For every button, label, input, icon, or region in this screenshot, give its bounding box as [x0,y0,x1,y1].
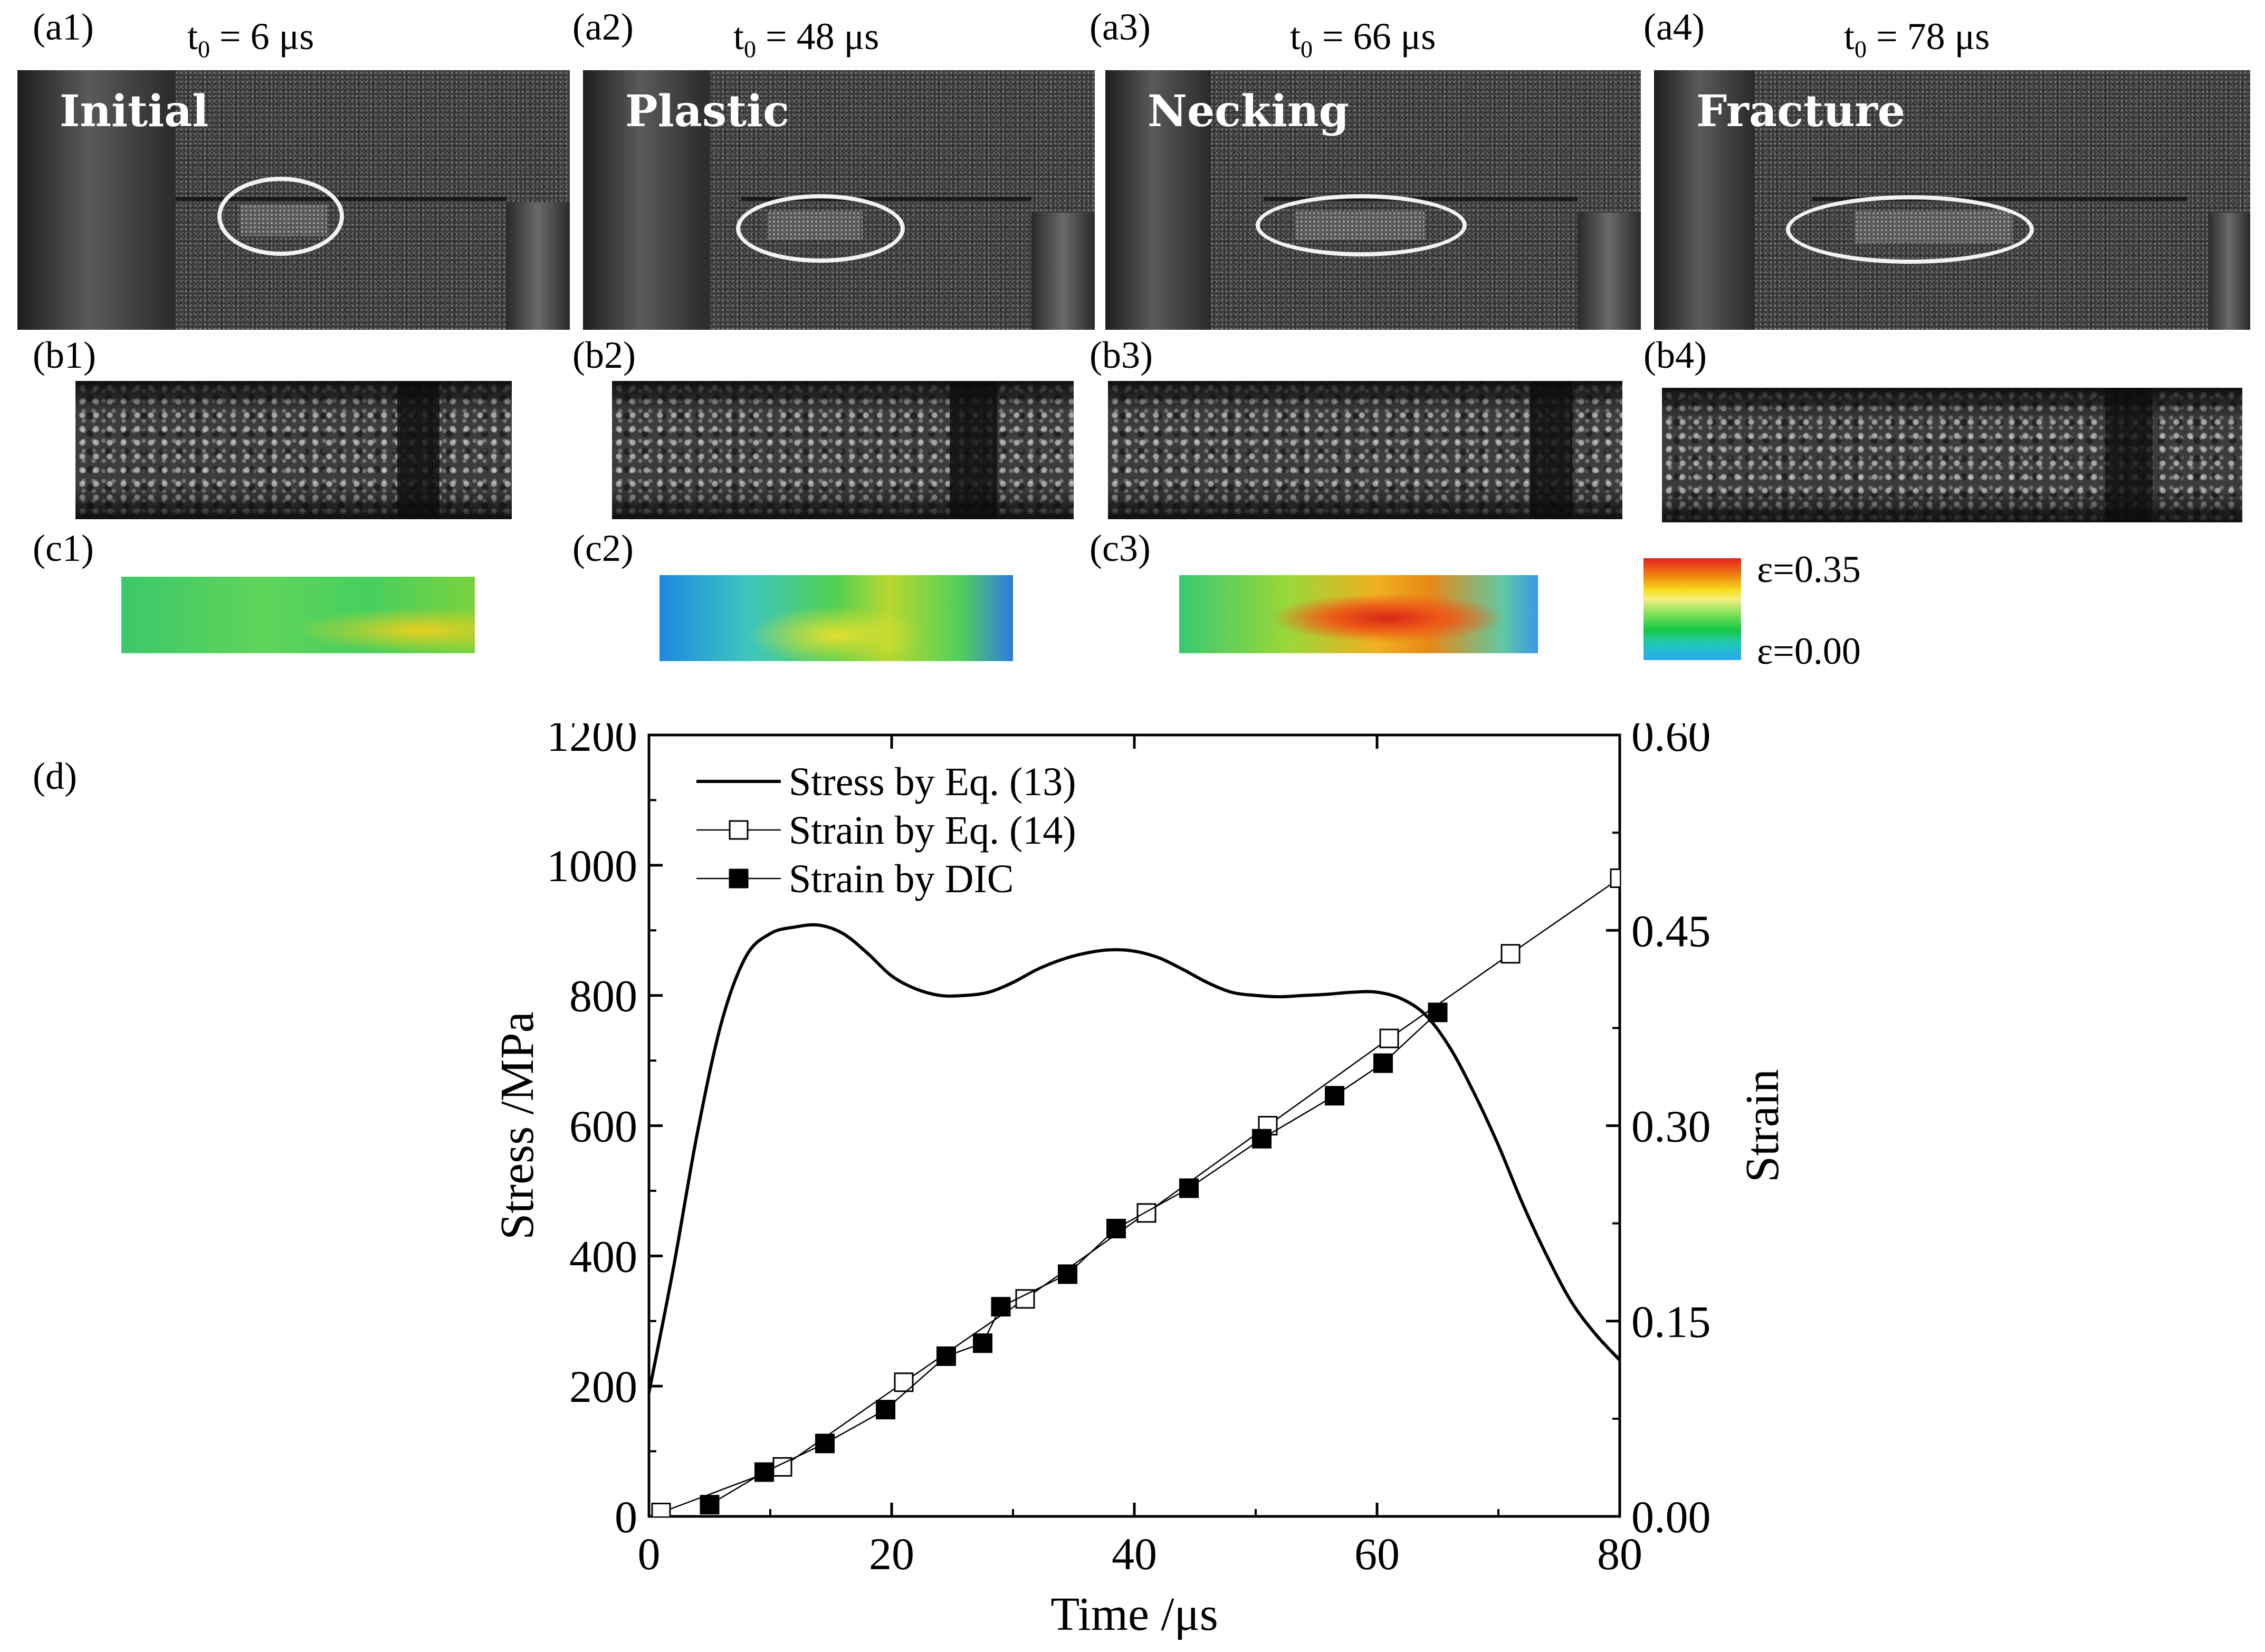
strain-colorbar [1643,558,1741,660]
dic-strain-point [973,1333,992,1353]
chart-legend: Stress by Eq. (13)Strain by Eq. (14)Stra… [696,760,1076,901]
dic-strain-point [1325,1086,1344,1106]
specimen-photo-a3: Necking [1105,70,1641,330]
panel-label-b3: (b3) [1090,334,1153,376]
panel-label-c1: (c1) [33,527,94,569]
dic-strain-point [1252,1129,1272,1149]
y-tick-label: 1000 [547,841,637,891]
strain-field-c3 [1179,575,1538,653]
y-tick-label: 0 [615,1492,637,1542]
x-tick-label: 80 [1597,1529,1642,1579]
y2-tick-label: 0.60 [1631,723,1711,761]
series-line-2 [709,1011,1438,1505]
eq14-strain-point [651,1503,671,1516]
time-label-a1: t0 = 6 μs [187,15,314,63]
legend-label-2: Strain by DIC [789,857,1014,901]
y-tick-label: 800 [569,971,637,1021]
specimen-photo-a1: Initial [17,70,570,330]
time-label-a2: t0 = 48 μs [733,15,880,63]
eq14-strain-point [1136,1203,1157,1223]
colorbar-max-label: ε=0.35 [1757,548,1861,590]
eq14-strain-point [1501,944,1521,964]
dic-strain-point [815,1434,835,1454]
x-axis-label: Time /μs [1050,1588,1218,1640]
dic-strain-point [1058,1264,1077,1284]
time-label-a3: t0 = 66 μs [1290,15,1436,63]
zoomed-gauge-b2 [612,381,1074,519]
y-tick-label: 200 [569,1361,637,1412]
panel-d-label: (d) [33,755,77,797]
x-tick-label: 0 [638,1529,661,1579]
y-axis-label: Stress /MPa [491,1011,543,1240]
strain-field-c2 [660,575,1013,661]
panel-label-a3: (a3) [1090,6,1151,48]
x-tick-label: 40 [1112,1529,1157,1579]
legend-label-1: Strain by Eq. (14) [789,808,1076,853]
chart-axes: 0 20 40 60 800200400600800100012000.000.150.… [491,723,1789,1640]
panel-label-c2: (c2) [572,527,634,569]
dic-strain-point [754,1462,774,1482]
legend-label-0: Stress by Eq. (13) [789,760,1076,804]
stage-label-a2: Plastic [625,86,790,137]
specimen-photo-a4: Fracture [1654,70,2250,330]
y-tick-label: 1200 [547,723,637,761]
x-tick-label: 20 [869,1529,914,1579]
x-tick-label: 60 [1354,1529,1400,1579]
highlight-ellipse [1256,194,1467,256]
legend-marker-1 [729,820,749,840]
y2-axis-label: Strain [1736,1069,1789,1182]
stage-label-a1: Initial [60,86,209,137]
panel-label-a4: (a4) [1643,6,1705,48]
specimen-photo-a2: Plastic [583,70,1095,330]
panel-label-a1: (a1) [33,6,94,48]
eq14-strain-point [1015,1289,1035,1309]
dic-strain-point [700,1495,720,1515]
y2-tick-label: 0.00 [1631,1492,1711,1542]
y2-tick-label: 0.30 [1631,1101,1711,1152]
y2-tick-label: 0.45 [1631,905,1711,956]
panel-label-b1: (b1) [33,334,96,376]
stage-label-a4: Fracture [1696,86,1905,137]
eq14-strain-point [1379,1028,1399,1048]
series-line-0 [649,923,1620,1393]
y-tick-label: 600 [569,1101,637,1152]
dic-strain-point [1373,1053,1393,1073]
highlight-ellipse [217,177,344,256]
time-label-a4: t0 = 78 μs [1844,15,1990,63]
y2-tick-label: 0.15 [1631,1296,1711,1347]
y-tick-label: 400 [569,1231,637,1282]
dic-strain-point [876,1400,895,1420]
panel-label-b4: (b4) [1643,334,1707,376]
zoomed-gauge-b1 [75,381,512,519]
eq14-strain-point [1610,868,1620,889]
stage-label-a3: Necking [1148,86,1349,137]
panel-label-c3: (c3) [1090,527,1151,569]
chart-marks [649,868,1620,1516]
panel-label-b2: (b2) [572,334,636,376]
dic-strain-point [1106,1218,1126,1238]
dic-strain-point [936,1346,956,1366]
stress-strain-chart: 0 20 40 60 800200400600800100012000.000.150.… [491,723,1789,1640]
strain-field-c1 [121,577,475,653]
highlight-ellipse [1786,195,2034,264]
dic-strain-point [1428,1002,1448,1023]
dic-strain-point [991,1297,1011,1317]
panel-label-a2: (a2) [572,6,634,48]
zoomed-gauge-b3 [1108,381,1622,519]
highlight-ellipse [736,194,905,263]
colorbar-min-label: ε=0.00 [1757,630,1861,672]
series-line-1 [661,877,1620,1513]
zoomed-gauge-b4 [1662,388,2242,522]
dic-strain-point [1179,1178,1199,1198]
legend-marker-2 [729,868,749,889]
